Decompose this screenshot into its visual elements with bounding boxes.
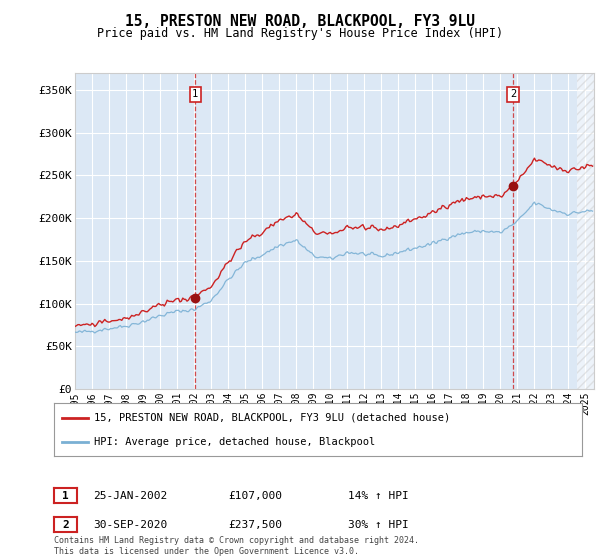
Text: Contains HM Land Registry data © Crown copyright and database right 2024.
This d: Contains HM Land Registry data © Crown c…	[54, 536, 419, 556]
Text: 30-SEP-2020: 30-SEP-2020	[93, 520, 167, 530]
Text: £237,500: £237,500	[228, 520, 282, 530]
Text: 15, PRESTON NEW ROAD, BLACKPOOL, FY3 9LU (detached house): 15, PRESTON NEW ROAD, BLACKPOOL, FY3 9LU…	[94, 413, 450, 423]
Text: 1: 1	[192, 89, 199, 99]
Text: 15, PRESTON NEW ROAD, BLACKPOOL, FY3 9LU: 15, PRESTON NEW ROAD, BLACKPOOL, FY3 9LU	[125, 14, 475, 29]
Text: 14% ↑ HPI: 14% ↑ HPI	[348, 491, 409, 501]
Text: 30% ↑ HPI: 30% ↑ HPI	[348, 520, 409, 530]
Text: 2: 2	[62, 520, 69, 530]
Text: £107,000: £107,000	[228, 491, 282, 501]
Bar	[577, 73, 594, 389]
Text: 25-JAN-2002: 25-JAN-2002	[93, 491, 167, 501]
Text: 1: 1	[62, 491, 69, 501]
Text: Price paid vs. HM Land Registry's House Price Index (HPI): Price paid vs. HM Land Registry's House …	[97, 27, 503, 40]
Text: HPI: Average price, detached house, Blackpool: HPI: Average price, detached house, Blac…	[94, 437, 375, 447]
Text: 2: 2	[510, 89, 516, 99]
